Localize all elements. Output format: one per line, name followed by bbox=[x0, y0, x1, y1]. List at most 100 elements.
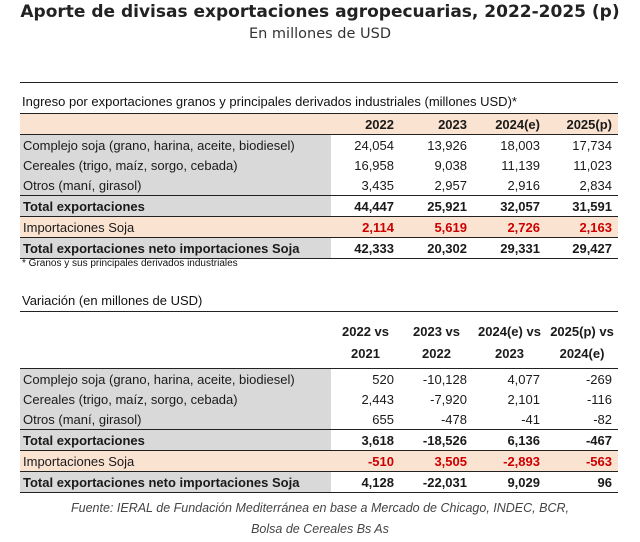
cell-value: 6,136 bbox=[473, 429, 546, 451]
table2-row: Otros (maní, girasol) 655 -478 -41 -82 bbox=[20, 409, 618, 430]
cell-value: 5,619 bbox=[400, 216, 473, 238]
table2-col-header: 2022 vs 2021 bbox=[331, 318, 400, 369]
table1-col-header: 2025(p) bbox=[546, 113, 618, 135]
table1-top-rule bbox=[20, 82, 618, 83]
col-header-line2: 2024(e) bbox=[559, 346, 605, 361]
table2-top-rule bbox=[20, 311, 618, 312]
table1-imports-row: Importaciones Soja 2,114 5,619 2,726 2,1… bbox=[20, 216, 618, 238]
cell-value: 3,505 bbox=[400, 450, 473, 472]
page-title: Aporte de divisas exportaciones agropecu… bbox=[20, 2, 620, 22]
cell-value: 9,038 bbox=[434, 157, 467, 173]
row-label: Total exportaciones bbox=[20, 429, 331, 451]
col-header-line2: 2021 bbox=[351, 346, 380, 361]
cell-value: 17,734 bbox=[546, 134, 618, 155]
cell-value: 11,023 bbox=[573, 157, 612, 173]
cell-value: -2,893 bbox=[473, 450, 546, 472]
col-header-line2: 2022 bbox=[422, 346, 451, 361]
table1-header-row: 2022 2023 2024(e) 2025(p) bbox=[20, 113, 618, 135]
cell-value: -82 bbox=[593, 411, 612, 427]
cell-value: 3,435 bbox=[361, 177, 394, 193]
row-label: Otros (maní, girasol) bbox=[20, 175, 331, 196]
table2-col-header: 2023 vs 2022 bbox=[400, 318, 473, 369]
table1-footnote: * Granos y sus principales derivados ind… bbox=[22, 258, 238, 269]
table1-net-row: Total exportaciones neto importaciones S… bbox=[20, 237, 618, 259]
row-label: Total exportaciones bbox=[20, 195, 331, 217]
cell-value: 18,003 bbox=[473, 134, 546, 155]
cell-value: 29,331 bbox=[473, 237, 546, 259]
table2-total-row: Total exportaciones 3,618 -18,526 6,136 … bbox=[20, 429, 618, 451]
table1-col-header: 2024(e) bbox=[473, 113, 546, 135]
cell-value: 13,926 bbox=[400, 134, 473, 155]
col-header-line2: 2023 bbox=[495, 346, 524, 361]
cell-value: 11,139 bbox=[501, 157, 540, 173]
table1-col-header: 2022 bbox=[331, 113, 400, 135]
cell-value: 2,957 bbox=[434, 177, 467, 193]
cell-value: -478 bbox=[440, 411, 467, 427]
cell-value: 24,054 bbox=[331, 134, 400, 155]
page-subtitle: En millones de USD bbox=[248, 26, 392, 42]
cell-value: 9,029 bbox=[473, 471, 546, 493]
row-label: Importaciones Soja bbox=[20, 216, 331, 238]
table2-header-row: 2022 vs 2021 2023 vs 2022 2024(e) vs 2023 2… bbox=[20, 318, 618, 369]
table1-header-blank bbox=[20, 113, 331, 135]
col-header-line1: 2023 vs bbox=[413, 324, 460, 339]
cell-value: 4,077 bbox=[473, 368, 546, 389]
cell-value: 2,443 bbox=[361, 391, 394, 407]
table2-col-header: 2024(e) vs 2023 bbox=[473, 318, 546, 369]
col-header-line1: 2025(p) vs bbox=[550, 324, 614, 339]
cell-value: 31,591 bbox=[546, 195, 618, 217]
cell-value: 42,333 bbox=[331, 237, 400, 259]
cell-value: -18,526 bbox=[400, 429, 473, 451]
cell-value: 655 bbox=[372, 411, 394, 427]
cell-value: 3,618 bbox=[331, 429, 400, 451]
table1-row: Otros (maní, girasol) 3,435 2,957 2,916 … bbox=[20, 175, 618, 196]
row-label: Total exportaciones neto importaciones S… bbox=[20, 237, 331, 259]
cell-value: 16,958 bbox=[354, 157, 394, 173]
cell-value: -269 bbox=[546, 368, 618, 389]
cell-value: 520 bbox=[331, 368, 400, 389]
table1-total-row: Total exportaciones 44,447 25,921 32,057… bbox=[20, 195, 618, 217]
row-label: Cereales (trigo, maíz, sorgo, cebada) bbox=[20, 389, 331, 409]
row-label: Complejo soja (grano, harina, aceite, bi… bbox=[20, 368, 331, 389]
cell-value: 4,128 bbox=[331, 471, 400, 493]
exports-table: 2022 2023 2024(e) 2025(p) Complejo soja … bbox=[20, 113, 618, 259]
source-line-2: Bolsa de Cereales Bs As bbox=[251, 522, 389, 536]
cell-value: 2,834 bbox=[579, 177, 612, 193]
row-label: Otros (maní, girasol) bbox=[20, 409, 331, 430]
cell-value: 2,101 bbox=[507, 391, 540, 407]
table2-imports-row: Importaciones Soja -510 3,505 -2,893 -56… bbox=[20, 450, 618, 472]
table2-net-row: Total exportaciones neto importaciones S… bbox=[20, 471, 618, 493]
cell-value: 25,921 bbox=[400, 195, 473, 217]
table1-row: Complejo soja (grano, harina, aceite, bi… bbox=[20, 134, 618, 155]
cell-value: 2,114 bbox=[331, 216, 400, 238]
row-label: Total exportaciones neto importaciones S… bbox=[20, 471, 331, 493]
cell-value: -22,031 bbox=[400, 471, 473, 493]
cell-value: -510 bbox=[331, 450, 400, 472]
row-label: Cereales (trigo, maíz, sorgo, cebada) bbox=[20, 155, 331, 175]
cell-value: 96 bbox=[546, 471, 618, 493]
cell-value: 29,427 bbox=[546, 237, 618, 259]
table2-caption: Variación (en millones de USD) bbox=[22, 293, 203, 308]
cell-value: -563 bbox=[546, 450, 618, 472]
cell-value: -7,920 bbox=[430, 391, 467, 407]
source-line-1: Fuente: IERAL de Fundación Mediterránea … bbox=[71, 501, 569, 515]
table1-caption: Ingreso por exportaciones granos y princ… bbox=[22, 94, 517, 109]
cell-value: 2,726 bbox=[473, 216, 546, 238]
table2-header-blank bbox=[20, 318, 331, 369]
cell-value: -41 bbox=[521, 411, 540, 427]
table2-col-header: 2025(p) vs 2024(e) bbox=[546, 318, 618, 369]
col-header-line1: 2022 vs bbox=[342, 324, 389, 339]
variation-table: 2022 vs 2021 2023 vs 2022 2024(e) vs 2023 2… bbox=[20, 318, 618, 493]
cell-value: 2,163 bbox=[546, 216, 618, 238]
row-label: Complejo soja (grano, harina, aceite, bi… bbox=[20, 134, 331, 155]
cell-value: -116 bbox=[586, 391, 612, 407]
cell-value: 2,916 bbox=[507, 177, 540, 193]
table2-row: Complejo soja (grano, harina, aceite, bi… bbox=[20, 368, 618, 389]
table2-row: Cereales (trigo, maíz, sorgo, cebada) 2,… bbox=[20, 389, 618, 409]
cell-value: -467 bbox=[546, 429, 618, 451]
cell-value: 44,447 bbox=[331, 195, 400, 217]
cell-value: 32,057 bbox=[473, 195, 546, 217]
row-label: Importaciones Soja bbox=[20, 450, 331, 472]
table1-col-header: 2023 bbox=[400, 113, 473, 135]
col-header-line1: 2024(e) vs bbox=[478, 324, 541, 339]
